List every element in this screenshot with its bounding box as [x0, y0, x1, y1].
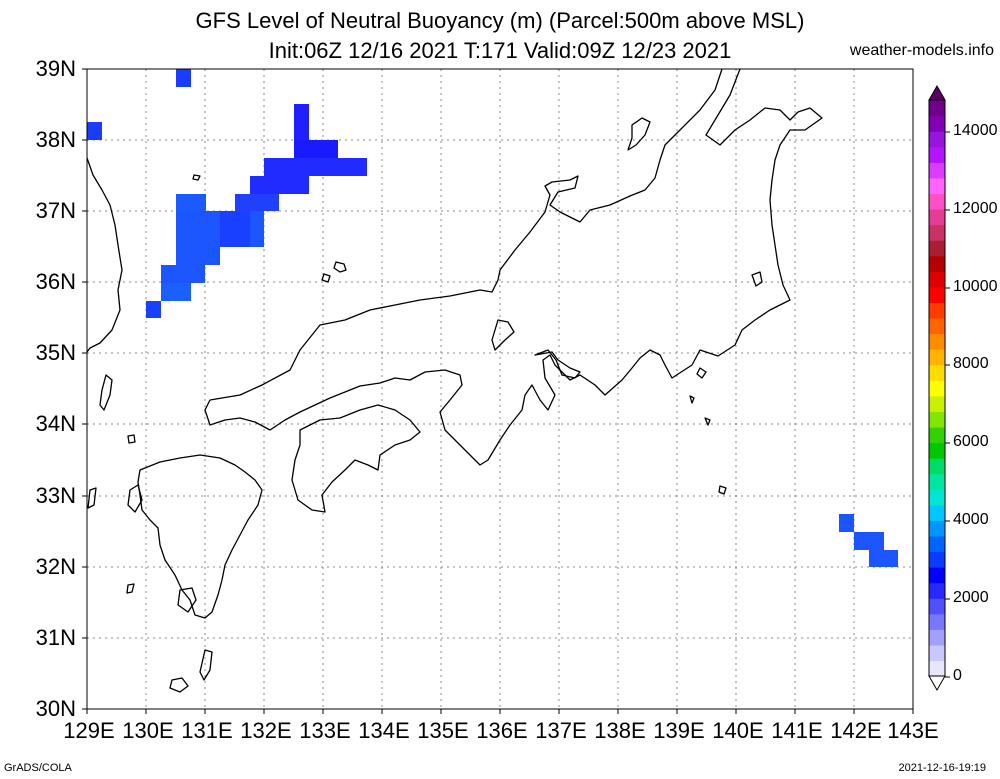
lon-label: 141E — [771, 718, 823, 743]
colorbar — [928, 84, 950, 692]
colorbar-swatch — [929, 613, 945, 630]
lat-label: 35N — [35, 340, 76, 365]
colorbar-swatch — [929, 364, 945, 381]
colorbar-swatch — [929, 458, 945, 475]
chart-subtitle: Init:06Z 12/16 2021 T:171 Valid:09Z 12/2… — [268, 38, 732, 63]
colorbar-swatch — [929, 146, 945, 163]
colorbar-swatch — [929, 177, 945, 195]
lon-label: 142E — [830, 718, 882, 743]
colorbar-swatch — [929, 489, 945, 506]
lon-label: 131E — [181, 718, 233, 743]
colorbar-swatch — [929, 582, 945, 599]
lon-label: 139E — [653, 718, 705, 743]
lon-label: 133E — [299, 718, 351, 743]
lat-label: 31N — [35, 625, 76, 650]
colorbar-swatch — [929, 302, 945, 319]
lon-label: 137E — [535, 718, 587, 743]
colorbar-label: 12000 — [953, 200, 998, 217]
lon-label: 136E — [476, 718, 528, 743]
colorbar-swatch — [929, 349, 945, 366]
colorbar-swatch — [929, 535, 945, 553]
site-credit: weather-models.info — [849, 42, 994, 59]
colorbar-swatch — [929, 473, 945, 490]
lon-label: 140E — [712, 718, 764, 743]
colorbar-swatch — [929, 224, 945, 241]
colorbar-swatch — [929, 240, 945, 257]
colorbar-swatch — [929, 380, 945, 397]
colorbar-swatch — [929, 644, 945, 662]
colorbar-swatch — [929, 567, 945, 584]
lon-label: 138E — [594, 718, 646, 743]
lat-label: 36N — [35, 269, 76, 294]
colorbar-min-arrow — [928, 675, 946, 692]
colorbar-swatch — [929, 520, 945, 537]
lat-label: 39N — [35, 56, 76, 81]
colorbar-swatch — [929, 162, 945, 179]
lon-label: 135E — [417, 718, 469, 743]
colorbar-swatch — [929, 411, 945, 428]
coastlines — [86, 68, 823, 693]
colorbar-swatch — [929, 660, 945, 677]
lnb-shading — [87, 69, 898, 567]
colorbar-label: 4000 — [953, 511, 989, 528]
colorbar-swatch — [929, 115, 945, 132]
colorbar-max-arrow — [928, 84, 946, 101]
colorbar-swatch — [929, 255, 945, 272]
colorbar-swatch — [929, 208, 945, 226]
lon-label: 132E — [240, 718, 292, 743]
lat-label: 37N — [35, 198, 76, 223]
lat-label: 32N — [35, 554, 76, 579]
lat-label: 38N — [35, 127, 76, 152]
colorbar-swatch — [929, 286, 945, 303]
colorbar-swatch — [929, 317, 945, 335]
colorbar-swatch — [929, 504, 945, 521]
colorbar-swatch — [929, 426, 945, 444]
colorbar-frame — [928, 99, 946, 677]
lat-label: 34N — [35, 411, 76, 436]
colorbar-label: 2000 — [953, 589, 989, 606]
colorbar-swatch — [929, 442, 945, 459]
colorbar-label: 14000 — [953, 122, 998, 139]
colorbar-swatch — [929, 598, 945, 615]
lat-label: 30N — [35, 696, 76, 721]
colorbar-swatch — [929, 551, 945, 568]
colorbar-label: 10000 — [953, 278, 998, 295]
colorbar-swatch — [929, 395, 945, 412]
footer-timestamp: 2021-12-16-19:19 — [898, 762, 986, 774]
lon-label: 129E — [63, 718, 115, 743]
chart-title: GFS Level of Neutral Buoyancy (m) (Parce… — [195, 8, 805, 33]
colorbar-label: 6000 — [953, 433, 989, 450]
footer-credit: GrADS/COLA — [4, 762, 72, 774]
colorbar-label: 0 — [953, 667, 962, 684]
lon-label: 143E — [887, 718, 939, 743]
colorbar-swatch — [929, 131, 945, 148]
colorbar-swatch — [929, 629, 945, 646]
colorbar-label: 8000 — [953, 355, 989, 372]
lon-label: 130E — [122, 718, 174, 743]
lon-label: 134E — [358, 718, 410, 743]
colorbar-swatch — [929, 193, 945, 210]
axis-ticks — [82, 68, 914, 714]
grid-lines — [87, 69, 913, 709]
colorbar-swatch — [929, 333, 945, 350]
colorbar-swatch — [929, 271, 945, 288]
lat-label: 33N — [35, 483, 76, 508]
colorbar-swatch — [929, 100, 945, 117]
